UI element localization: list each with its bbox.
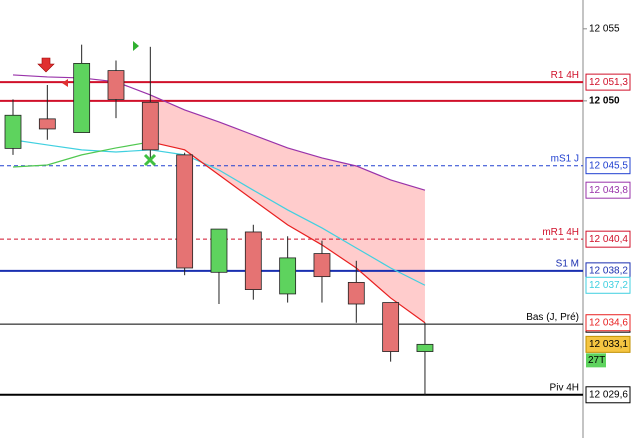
level-label: mR1 4H <box>542 227 579 238</box>
candle-body <box>382 302 400 352</box>
level-label: S1 M <box>556 259 579 270</box>
sell-arrow <box>37 57 55 73</box>
candle-body <box>279 257 297 295</box>
price-label-box <box>585 276 631 294</box>
price-label-box <box>585 230 631 248</box>
ma-line <box>12 139 426 286</box>
ma-line <box>150 141 426 324</box>
last-price-box <box>585 335 631 353</box>
timer-box <box>586 353 606 368</box>
price-label: 12 037,2 <box>589 280 628 291</box>
price-label: 12 043,8 <box>589 185 628 196</box>
price-label: 12 029,6 <box>589 389 628 400</box>
last-price: 12 033,1 <box>589 339 628 350</box>
cross-marker <box>143 153 157 167</box>
candle-body <box>4 114 22 149</box>
timer: 27T <box>588 355 605 366</box>
candle-body <box>313 253 331 278</box>
price-label: 12 040,4 <box>589 234 628 245</box>
candle-body <box>210 228 228 273</box>
candle-body <box>38 118 56 130</box>
candle-body <box>347 281 365 305</box>
candle-body <box>244 231 262 290</box>
signal-triangle <box>133 41 139 51</box>
candle-body <box>141 101 159 151</box>
ma-line <box>12 141 151 168</box>
price-label-box <box>585 181 631 199</box>
price-label-box <box>585 157 631 175</box>
y-tick-label: 12 050 <box>589 95 620 106</box>
price-label-box <box>585 73 631 91</box>
level-label: R1 4H <box>551 70 579 81</box>
signal-triangle-red <box>62 79 68 87</box>
level-label: Bas (J, Pré) <box>526 312 579 323</box>
price-label: 12 045,5 <box>589 160 628 171</box>
price-label-box <box>585 386 631 404</box>
price-label: 12 038,2 <box>589 266 628 277</box>
candle-body <box>176 154 194 269</box>
level-label: Piv 4H <box>550 382 579 393</box>
y-tick-label: 12 055 <box>589 23 620 34</box>
candle-body <box>107 70 125 100</box>
candle-body <box>416 343 434 352</box>
price-label-box <box>585 314 631 332</box>
level-label: mS1 J <box>551 153 579 164</box>
price-label: 12 051,3 <box>589 77 628 88</box>
candle-body <box>73 62 91 133</box>
price-label: 12 034,6 <box>589 317 628 328</box>
